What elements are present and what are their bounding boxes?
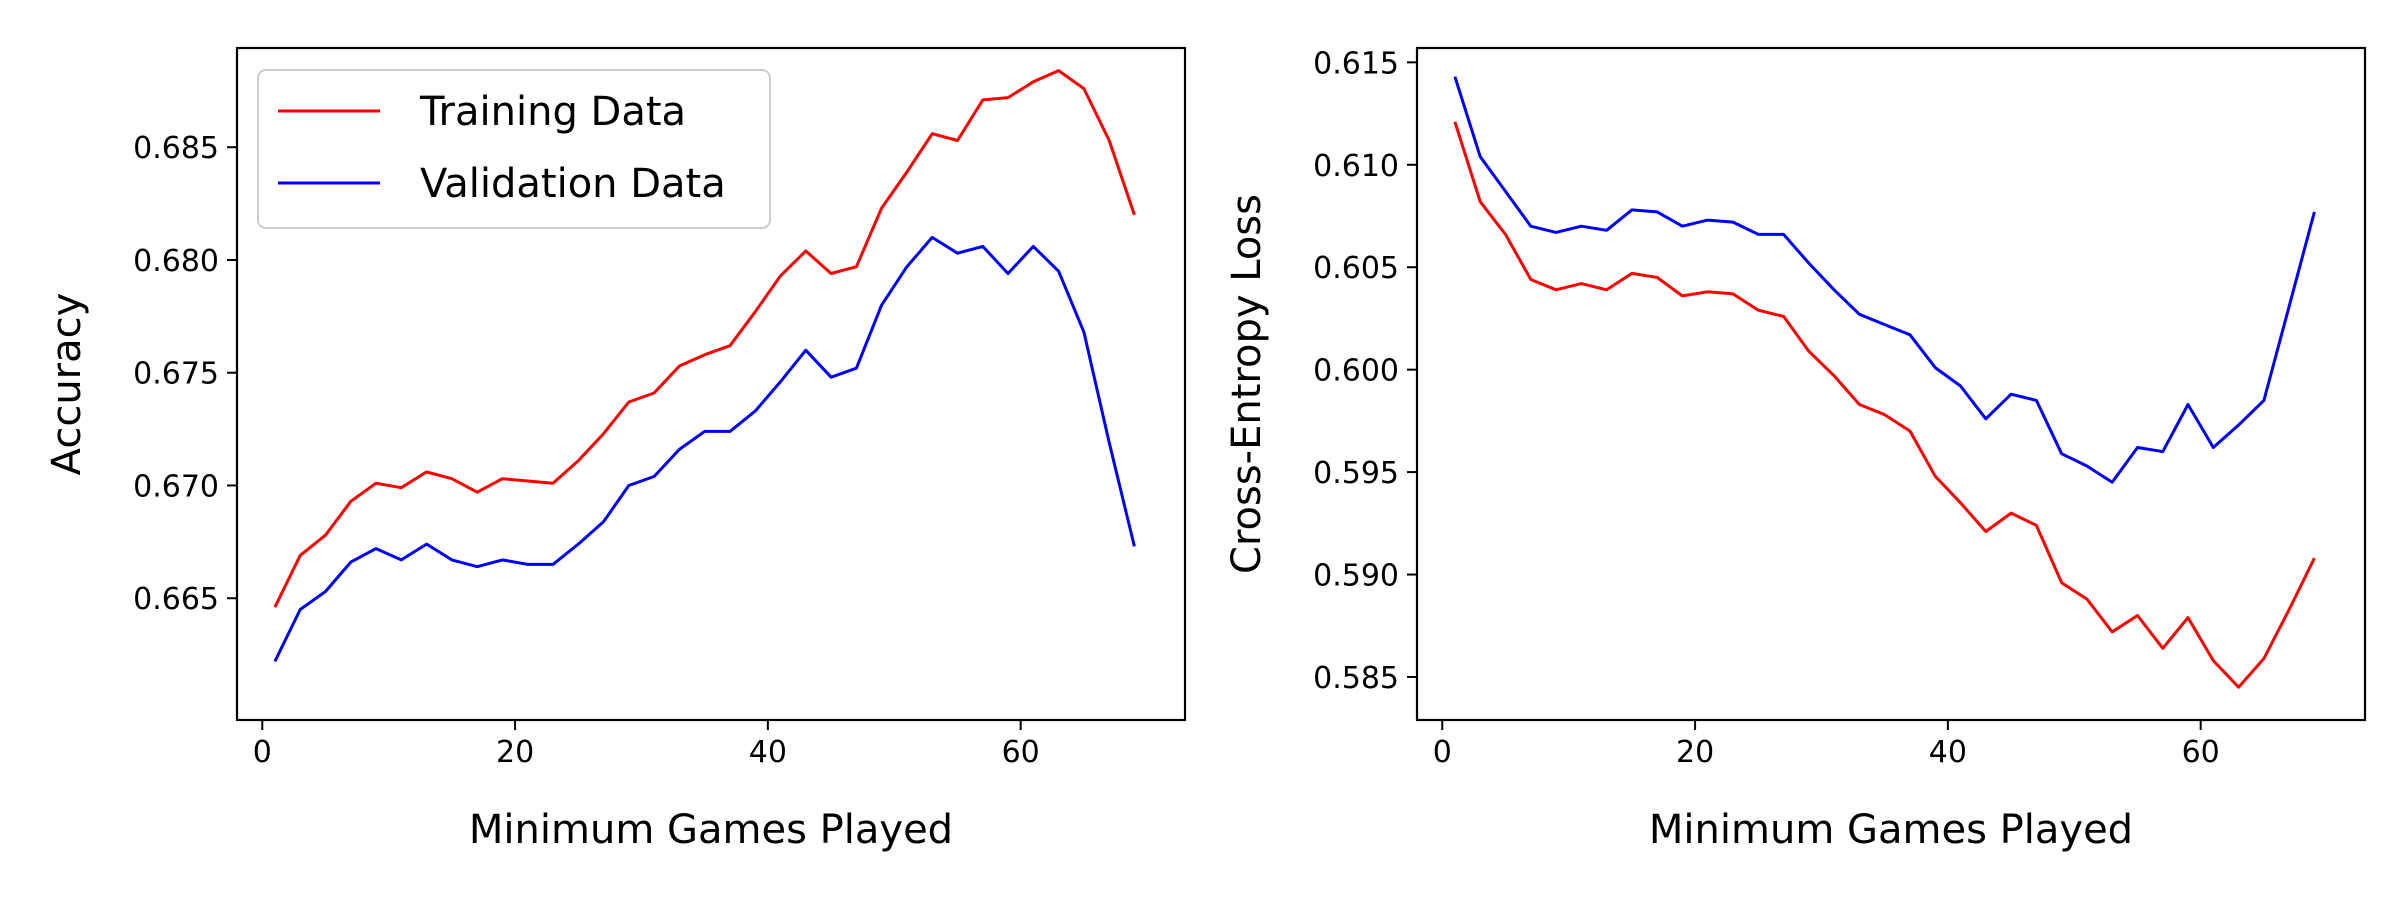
accuracy-y-tick-label: 0.670 bbox=[133, 469, 219, 504]
loss-y-tick-label: 0.610 bbox=[1313, 149, 1399, 184]
accuracy-x-tick-label: 40 bbox=[749, 735, 787, 770]
accuracy-line-training bbox=[273, 69, 1136, 608]
loss-x-tick-label: 20 bbox=[1676, 735, 1714, 770]
loss-y-tick-label: 0.585 bbox=[1313, 661, 1399, 696]
accuracy-series-layer bbox=[273, 69, 1136, 663]
accuracy-plot-frame bbox=[235, 46, 1187, 722]
loss-x-tick-label: 60 bbox=[2182, 735, 2220, 770]
loss-plot-frame bbox=[1415, 46, 2367, 722]
accuracy-x-ticks: 0 20 40 60 bbox=[253, 720, 1040, 770]
accuracy-x-tick-label: 0 bbox=[253, 735, 272, 770]
accuracy-x-tick-label: 20 bbox=[496, 735, 534, 770]
loss-chart: 0 20 40 60 0.5850.5900.5950.6000.6050.6100.… bbox=[1224, 46, 2367, 853]
accuracy-y-axis-label: Accuracy bbox=[44, 293, 90, 476]
legend-box bbox=[257, 69, 771, 229]
loss-x-ticks: 0 20 40 60 bbox=[1433, 720, 2220, 770]
accuracy-chart: 0 20 40 60 0.665 0.670 0.675 0.680 0.685 Minimu… bbox=[44, 46, 1187, 853]
loss-y-tick-label: 0.605 bbox=[1313, 251, 1399, 286]
loss-y-tick-label: 0.590 bbox=[1313, 559, 1399, 594]
loss-line-validation bbox=[1453, 76, 2316, 484]
accuracy-y-tick-label: 0.675 bbox=[133, 357, 219, 392]
loss-x-tick-label: 40 bbox=[1929, 735, 1967, 770]
loss-y-ticks: 0.585 0.590 0.595 0.600 0.605 0.610 0.615 bbox=[1313, 46, 1417, 696]
legend-label-validation: Validation Data bbox=[420, 161, 726, 207]
legend: Training Data Validation Data bbox=[257, 69, 771, 229]
accuracy-y-ticks: 0.665 0.670 0.675 0.680 0.685 bbox=[133, 131, 237, 617]
accuracy-line-validation bbox=[273, 235, 1136, 663]
accuracy-y-tick-label: 0.665 bbox=[133, 582, 219, 617]
loss-y-tick-label: 0.615 bbox=[1313, 46, 1399, 81]
loss-y-tick-label: 0.595 bbox=[1313, 456, 1399, 491]
loss-x-axis-label: Minimum Games Played bbox=[1649, 807, 2133, 853]
accuracy-x-tick-label: 60 bbox=[1002, 735, 1040, 770]
accuracy-y-tick-label: 0.685 bbox=[133, 131, 219, 166]
loss-y-axis-label: Cross-Entropy Loss bbox=[1224, 194, 1270, 574]
accuracy-y-tick-label: 0.680 bbox=[133, 244, 219, 279]
accuracy-x-axis-label: Minimum Games Played bbox=[469, 807, 953, 853]
loss-x-tick-label: 0 bbox=[1433, 735, 1452, 770]
loss-line-training bbox=[1453, 121, 2316, 689]
loss-series-layer bbox=[1453, 76, 2316, 689]
legend-label-training: Training Data bbox=[419, 89, 686, 135]
loss-y-tick-label: 0.600 bbox=[1313, 354, 1399, 389]
